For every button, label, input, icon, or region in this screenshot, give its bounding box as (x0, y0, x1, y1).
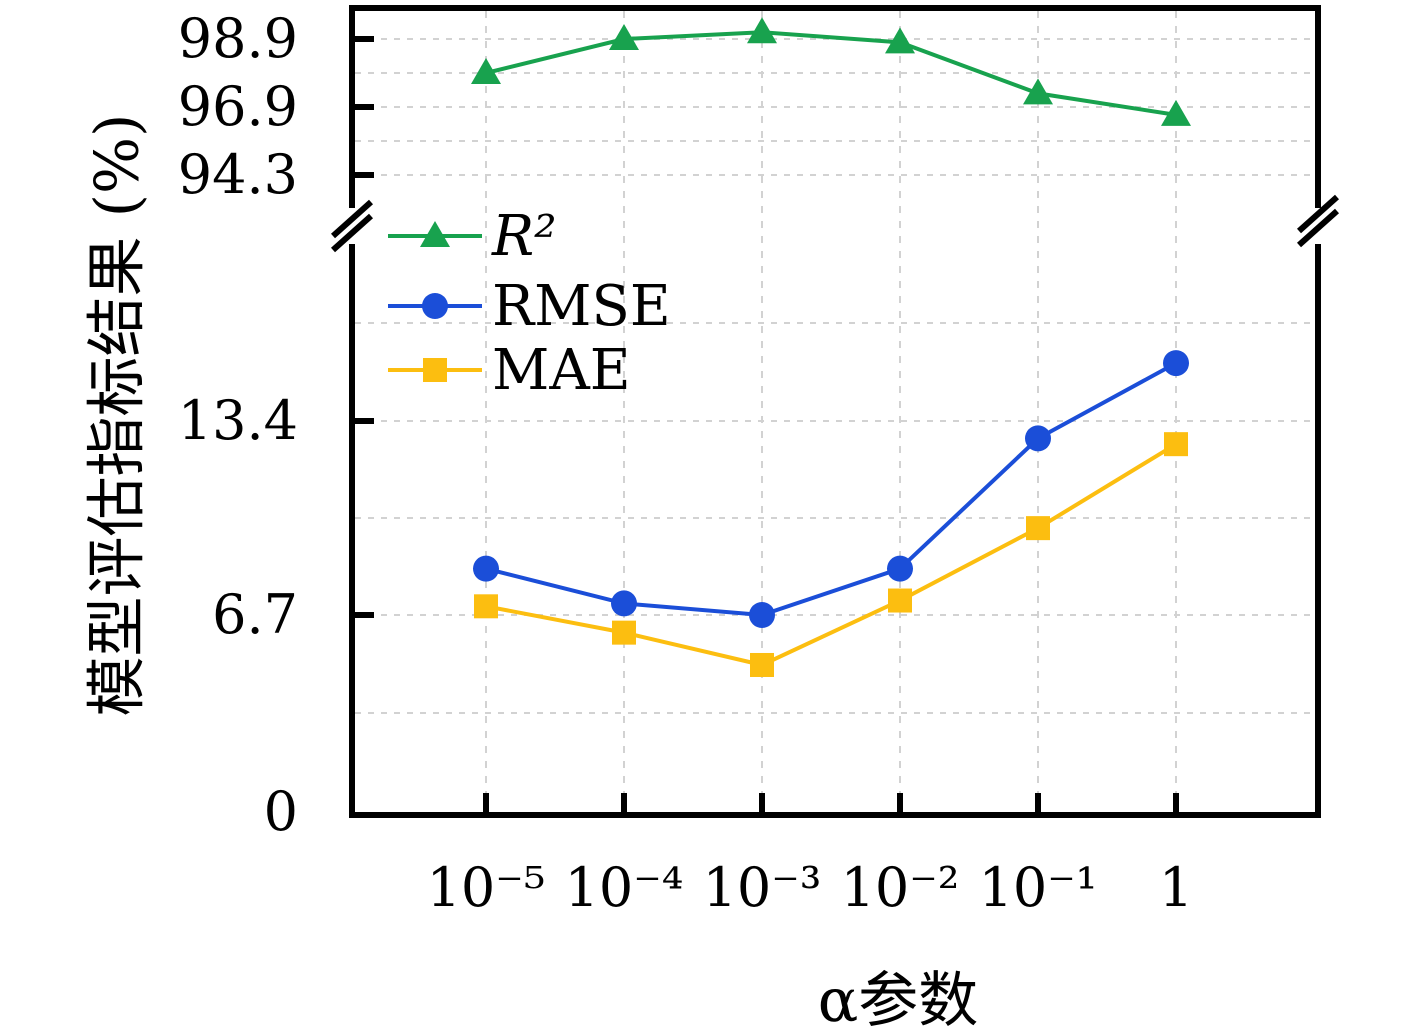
triangle-marker (747, 17, 777, 44)
tick-marks (352, 36, 1179, 815)
legend-square-marker (423, 358, 447, 382)
legend-item-R²: R² (388, 204, 557, 269)
square-marker (474, 594, 498, 619)
x-tick-label: 1 (1158, 856, 1194, 919)
series-MAE (474, 432, 1188, 677)
y-tick-label-lower: 13.4 (177, 389, 298, 452)
legend-triangle-marker (420, 221, 450, 247)
legend-label: R² (491, 204, 557, 269)
triangle-marker (609, 24, 639, 50)
legend-circle-marker (422, 293, 448, 319)
circle-marker (611, 590, 637, 617)
axis-break-marks (330, 194, 1340, 253)
x-axis-label: α参数 (817, 966, 979, 1030)
triangle-marker (471, 58, 501, 84)
series-R²-line (485, 30, 1177, 117)
legend-label: RMSE (492, 274, 671, 339)
triangle-marker (1023, 78, 1053, 105)
y-tick-label-upper: 96.9 (177, 75, 298, 138)
square-marker (1026, 516, 1050, 541)
axis-break-slash (1296, 208, 1340, 248)
series-R² (471, 17, 1191, 126)
circle-marker (1163, 350, 1189, 377)
square-marker (612, 620, 636, 645)
x-tick-label: 10⁻² (840, 856, 960, 919)
plot-frame (349, 5, 1321, 818)
x-tick-label: 10⁻³ (702, 856, 822, 919)
series-RMSE (473, 350, 1189, 628)
circle-marker (887, 555, 913, 582)
circle-marker (473, 555, 499, 582)
y-tick-label-upper: 94.3 (177, 143, 298, 206)
y-tick-label-lower: 6.7 (212, 583, 298, 646)
square-marker (888, 588, 912, 613)
square-marker (1164, 432, 1188, 457)
axis-break-slash (330, 199, 374, 239)
square-marker (750, 652, 774, 677)
legend-item-MAE: MAE (388, 338, 631, 403)
legend-label: MAE (492, 338, 631, 403)
x-tick-label: 10⁻⁴ (564, 856, 684, 919)
legend-item-RMSE: RMSE (388, 274, 671, 339)
triangle-marker (885, 27, 915, 54)
axis-break-slash (1296, 194, 1340, 234)
series-RMSE-line (485, 361, 1177, 618)
y-tick-label-upper: 98.9 (177, 7, 298, 70)
axis-break-slash (330, 213, 374, 253)
circle-marker (749, 602, 775, 628)
gridlines (355, 11, 1315, 812)
series-MAE-line (485, 442, 1178, 668)
x-tick-label: 10⁻⁵ (426, 856, 546, 919)
triangle-marker (1161, 99, 1191, 126)
x-tick-label: 10⁻¹ (978, 856, 1098, 919)
y-tick-label-lower: 0 (263, 780, 298, 843)
circle-marker (1025, 425, 1051, 452)
y-axis-label: 模型评估指标结果 (%) (82, 113, 153, 717)
